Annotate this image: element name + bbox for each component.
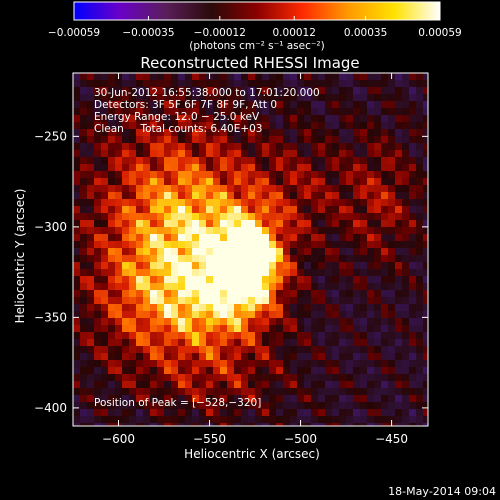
peak-position-label: Position of Peak = [−528,−320] [94,397,261,409]
x-tick-label: −550 [193,432,226,446]
colorbar-tick-label: −0.00012 [194,27,246,39]
chart-title: Reconstructed RHESSI Image [140,54,359,72]
plot-frame [72,72,429,427]
y-tick-label: −350 [34,310,67,324]
generation-date: 18‑May‑2014 09:04 [388,485,496,498]
colorbar-tick-label: −0.00059 [48,27,100,39]
annotation-line: Detectors: 3F 5F 6F 7F 8F 9F, Att 0 [94,99,277,111]
annotation-line: Energy Range: 12.0 − 25.0 keV [94,111,260,123]
heatmap-image [73,73,428,426]
x-tick-label: −450 [375,432,408,446]
y-axis-label: Heliocentric Y (arcsec) [13,189,27,324]
colorbar-tick-label: 0.00035 [344,27,387,39]
colorbar-tick-label: −0.00035 [122,27,174,39]
colorbar-ticks: −0.00059 −0.00035 −0.00012 0.00012 0.00035 0.… [48,16,462,39]
y-tick-label: −300 [34,220,67,234]
colorbar-tick-label: 0.00012 [273,27,316,39]
y-tick-label: −400 [34,401,67,415]
colorbar-units: (photons cm⁻² s⁻¹ asec⁻²) [189,40,324,52]
annotation-line: 30‑Jun‑2012 16:55:38.000 to 17:01:20.000 [94,87,320,99]
axes: −600 −550 −500 −450 −250 −300 −350 −400 [34,73,428,446]
x-tick-label: −500 [284,432,317,446]
annotation-line: Clean Total counts: 6.40E+03 [94,123,263,135]
image-annotations: 30‑Jun‑2012 16:55:38.000 to 17:01:20.000… [94,87,320,135]
y-tick-label: −250 [34,129,67,143]
colorbar-tick-label: 0.00059 [418,27,461,39]
x-tick-label: −600 [102,432,135,446]
x-axis-label: Heliocentric X (arcsec) [184,447,320,461]
colorbar [73,1,441,21]
